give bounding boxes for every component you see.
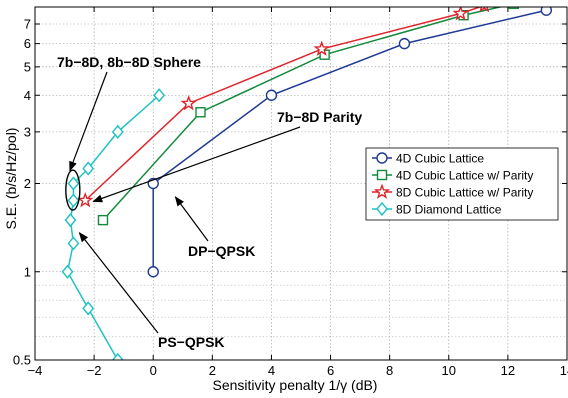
annotation-arrow (69, 71, 108, 172)
series-3 (77, 7, 490, 208)
x-tick-label: 2 (209, 363, 216, 378)
data-point (313, 40, 330, 56)
data-point (111, 352, 124, 360)
annotation-arrow (174, 196, 209, 242)
series-line (66, 94, 160, 360)
y-tick-label: 0.5 (13, 353, 31, 368)
legend-box (365, 147, 559, 221)
annotation-label: DP−QPSK (188, 243, 255, 259)
annotation-label: 7b−8D Parity (277, 109, 362, 125)
x-tick-label: −4 (28, 363, 43, 378)
data-point (67, 193, 80, 208)
data-point (82, 161, 95, 176)
legend-entry: 8D Cubic Lattice w/ Parity (396, 186, 533, 200)
legend-entry: 4D Cubic Lattice (396, 152, 484, 166)
annotation-label: PS−QPSK (158, 334, 225, 350)
legend: 4D Cubic Lattice 4D Cubic Lattice w/ Pari… (365, 147, 559, 221)
data-point (61, 264, 74, 279)
data-point (67, 176, 80, 191)
data-point (153, 88, 166, 103)
y-tick-label: 1 (24, 264, 31, 279)
x-tick-label: 14 (560, 363, 568, 378)
data-point (67, 236, 80, 251)
legend-entry: 8D Diamond Lattice (396, 203, 502, 217)
data-point (265, 89, 278, 101)
data-point (508, 7, 519, 10)
series-group (61, 7, 553, 360)
series-4 (61, 88, 166, 360)
x-tick-label: 4 (268, 363, 275, 378)
x-tick-label: −2 (87, 363, 102, 378)
annotation-group: 7b−8D, 8b−8D Sphere 7b−8D Parity DP−QPSK PS… (57, 54, 362, 350)
y-tick-label: 3 (24, 124, 31, 139)
data-point (452, 7, 469, 21)
annotation-arrow (92, 126, 301, 203)
data-point (540, 7, 553, 16)
data-point (195, 107, 206, 118)
x-tick-label: 6 (327, 363, 334, 378)
legend-entry: 4D Cubic Lattice w/ Parity (396, 169, 533, 183)
legend-marker (376, 201, 388, 217)
x-tick-label: 0 (150, 363, 157, 378)
data-point (82, 301, 95, 316)
y-axis-label: S.E. (b/s/Hz/pol) (3, 128, 19, 230)
annotation-label: 7b−8D, 8b−8D Sphere (57, 54, 201, 70)
series-1 (147, 7, 553, 278)
x-tick-label: 12 (501, 363, 515, 378)
annotation-arrow (78, 231, 159, 334)
x-tick-label: 8 (386, 363, 393, 378)
y-tick-label: 2 (24, 176, 31, 191)
data-point (77, 191, 94, 208)
y-tick-label: 5 (24, 59, 31, 74)
data-point (479, 7, 490, 13)
data-point (64, 213, 77, 228)
x-axis-label: Sensitivity penalty 1/γ (dB) (213, 377, 378, 393)
data-point (97, 214, 109, 226)
legend-marker (376, 152, 388, 164)
data-point (111, 124, 124, 139)
y-tick-label: 7 (24, 17, 31, 32)
x-tick-label: 10 (442, 363, 456, 378)
y-tick-label: 6 (24, 36, 31, 51)
y-tick-label: 4 (24, 88, 31, 103)
data-point (147, 266, 159, 278)
data-point (180, 94, 197, 111)
data-point (398, 37, 411, 50)
legend-marker (373, 183, 391, 199)
legend-marker (376, 169, 388, 181)
